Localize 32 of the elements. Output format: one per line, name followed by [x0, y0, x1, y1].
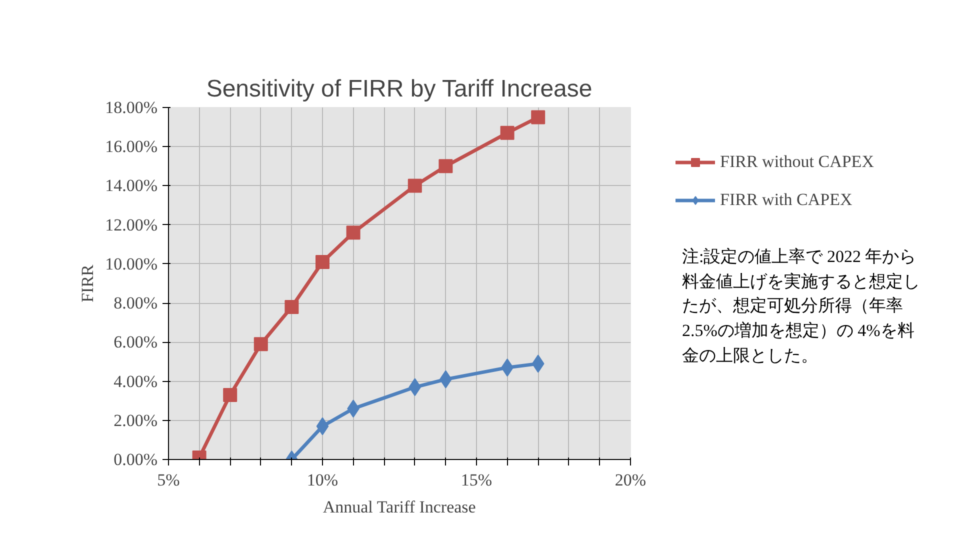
y-tick-label: 0.00% — [114, 450, 158, 469]
point — [346, 226, 360, 240]
y-tick-label: 4.00% — [114, 372, 158, 391]
chart-title: Sensitivity of FIRR by Tariff Increase — [206, 76, 592, 102]
y-tick-label: 14.00% — [105, 176, 158, 196]
x-axis-title: Annual Tariff Increase — [322, 498, 476, 516]
y-tick-label: 6.00% — [114, 332, 158, 352]
point — [223, 388, 238, 402]
x-tick-label: 10% — [306, 470, 338, 490]
y-axis-title: FIRR — [78, 264, 98, 302]
y-tick-label: 2.00% — [114, 410, 158, 430]
x-tick-label: 20% — [614, 470, 646, 490]
point — [284, 300, 299, 314]
point — [500, 126, 514, 140]
y-tick-label: 16.00% — [105, 137, 158, 156]
y-tick-label: 10.00% — [105, 254, 158, 274]
legend-label: FIRR without CAPEX — [720, 152, 874, 172]
text: 注:設定の値上率で 2022 年から料金値上げを実施すると想定したが、想定可処分所得（年率 2.5%の増加を想定）の 4%を料金の上限とした。 — [682, 246, 921, 367]
y-tick-label: 8.00% — [114, 294, 158, 313]
y-tick-label: 12.00% — [105, 215, 158, 234]
point — [408, 178, 422, 193]
x-tick-label: 5% — [157, 470, 180, 490]
point — [316, 417, 329, 436]
point — [316, 254, 330, 269]
point — [531, 110, 546, 124]
point — [532, 354, 544, 373]
point — [408, 378, 422, 396]
point — [254, 337, 268, 352]
point — [438, 159, 453, 174]
x-tick-label: 15% — [460, 470, 492, 490]
legend-label: FIRR with CAPEX — [720, 190, 852, 210]
y-tick-label: 18.00% — [105, 98, 158, 117]
